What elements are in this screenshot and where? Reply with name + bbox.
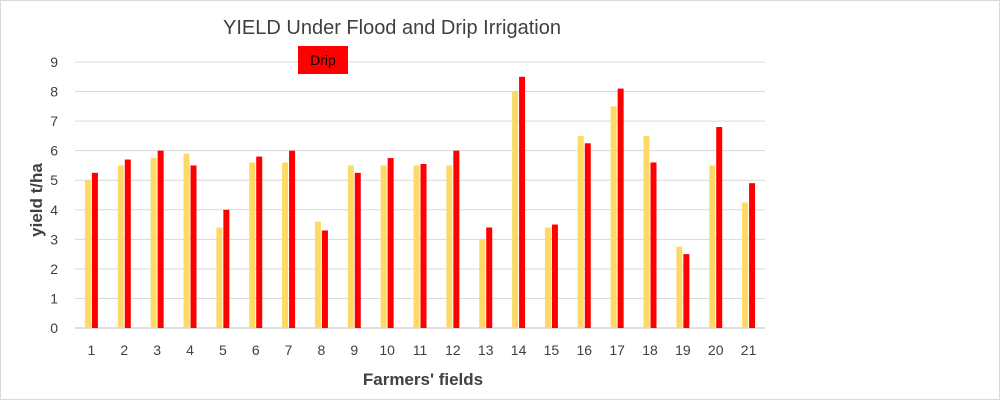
- bar-flood-field-19: [676, 246, 683, 328]
- bar-drip-field-8: [321, 230, 328, 328]
- x-tick-label: 3: [153, 342, 161, 358]
- bar-flood-field-16: [577, 135, 584, 328]
- x-tick-label: 8: [318, 342, 326, 358]
- y-tick-label: 4: [50, 202, 58, 218]
- x-tick-label: 14: [511, 342, 527, 358]
- bar-drip-field-15: [551, 224, 558, 328]
- x-tick-labels: 1 2 3 4 5 6 7 8 9 10 11 12 13 14 15 16 17 18 19 20 21: [88, 342, 757, 358]
- bar-drip-field-11: [420, 163, 427, 328]
- legend-label-drip: Drip: [310, 52, 336, 68]
- bar-flood-field-18: [643, 135, 650, 328]
- bar-flood-field-2: [117, 165, 124, 328]
- y-tick-labels: 0 1 2 3 4 5 6 7 8 9: [50, 54, 58, 336]
- bar-drip-field-6: [256, 156, 263, 328]
- y-axis-label: yield t/ha: [27, 163, 46, 237]
- bar-flood-field-7: [282, 162, 289, 328]
- bar-drip-field-9: [354, 172, 361, 328]
- bar-flood-field-4: [183, 153, 190, 328]
- bar-flood-field-8: [314, 221, 321, 328]
- bar-drip-field-4: [190, 165, 197, 328]
- x-tick-label: 5: [219, 342, 227, 358]
- y-tick-label: 7: [50, 113, 58, 129]
- bar-flood-field-3: [150, 158, 157, 328]
- bar-drip-field-3: [157, 150, 164, 328]
- bar-flood-field-10: [380, 165, 387, 328]
- x-tick-label: 15: [544, 342, 560, 358]
- bar-drip-field-12: [453, 150, 460, 328]
- gridlines: [75, 61, 765, 329]
- x-tick-label: 1: [88, 342, 96, 358]
- x-tick-label: 9: [350, 342, 358, 358]
- y-tick-label: 5: [50, 172, 58, 188]
- y-tick-label: 2: [50, 261, 58, 277]
- x-tick-label: 7: [285, 342, 293, 358]
- bar-flood-field-20: [709, 165, 716, 328]
- bar-drip-field-20: [716, 127, 723, 329]
- legend-swatch-drip: [298, 46, 348, 74]
- bar-flood-field-21: [742, 202, 749, 328]
- y-tick-label: 8: [50, 84, 58, 100]
- bar-drip-field-10: [387, 158, 394, 328]
- bar-flood-field-13: [479, 239, 486, 328]
- bar-flood-field-9: [347, 165, 354, 328]
- y-tick-label: 3: [50, 231, 58, 247]
- bar-drip-field-13: [486, 227, 493, 328]
- y-tick-label: 9: [50, 54, 58, 70]
- bar-flood-field-5: [216, 227, 223, 328]
- y-tick-label: 6: [50, 143, 58, 159]
- x-tick-label: 16: [576, 342, 592, 358]
- bar-drip-field-18: [650, 162, 657, 328]
- bar-flood-field-6: [249, 162, 256, 328]
- bar-drip-field-2: [124, 159, 131, 328]
- x-tick-label: 18: [642, 342, 658, 358]
- legend: Drip: [298, 46, 348, 74]
- bar-drip-field-21: [749, 183, 756, 328]
- x-tick-label: 2: [120, 342, 128, 358]
- bar-flood-field-12: [446, 165, 453, 328]
- bars: [84, 76, 756, 329]
- x-tick-label: 10: [379, 342, 395, 358]
- y-tick-label: 0: [50, 320, 58, 336]
- chart-title: YIELD Under Flood and Drip Irrigation: [223, 17, 561, 39]
- x-tick-label: 13: [478, 342, 494, 358]
- x-tick-label: 4: [186, 342, 194, 358]
- bar-drip-field-19: [683, 254, 690, 328]
- x-tick-label: 20: [708, 342, 724, 358]
- bar-drip-field-7: [289, 150, 296, 328]
- bar-drip-field-17: [617, 88, 624, 328]
- x-tick-label: 21: [741, 342, 757, 358]
- y-tick-label: 1: [50, 290, 58, 306]
- x-tick-label: 12: [445, 342, 461, 358]
- x-tick-label: 11: [413, 342, 428, 358]
- bar-drip-field-5: [223, 209, 230, 328]
- bar-flood-field-1: [84, 180, 91, 328]
- bar-drip-field-16: [584, 143, 591, 328]
- x-axis-label: Farmers' fields: [363, 370, 483, 389]
- x-tick-label: 19: [675, 342, 691, 358]
- x-tick-label: 6: [252, 342, 260, 358]
- bar-flood-field-14: [512, 91, 519, 328]
- bar-drip-field-14: [519, 76, 526, 329]
- x-tick-label: 17: [609, 342, 625, 358]
- bar-flood-field-15: [544, 227, 551, 328]
- bar-flood-field-17: [610, 106, 617, 328]
- bar-flood-field-11: [413, 165, 420, 328]
- bar-drip-field-1: [91, 172, 98, 328]
